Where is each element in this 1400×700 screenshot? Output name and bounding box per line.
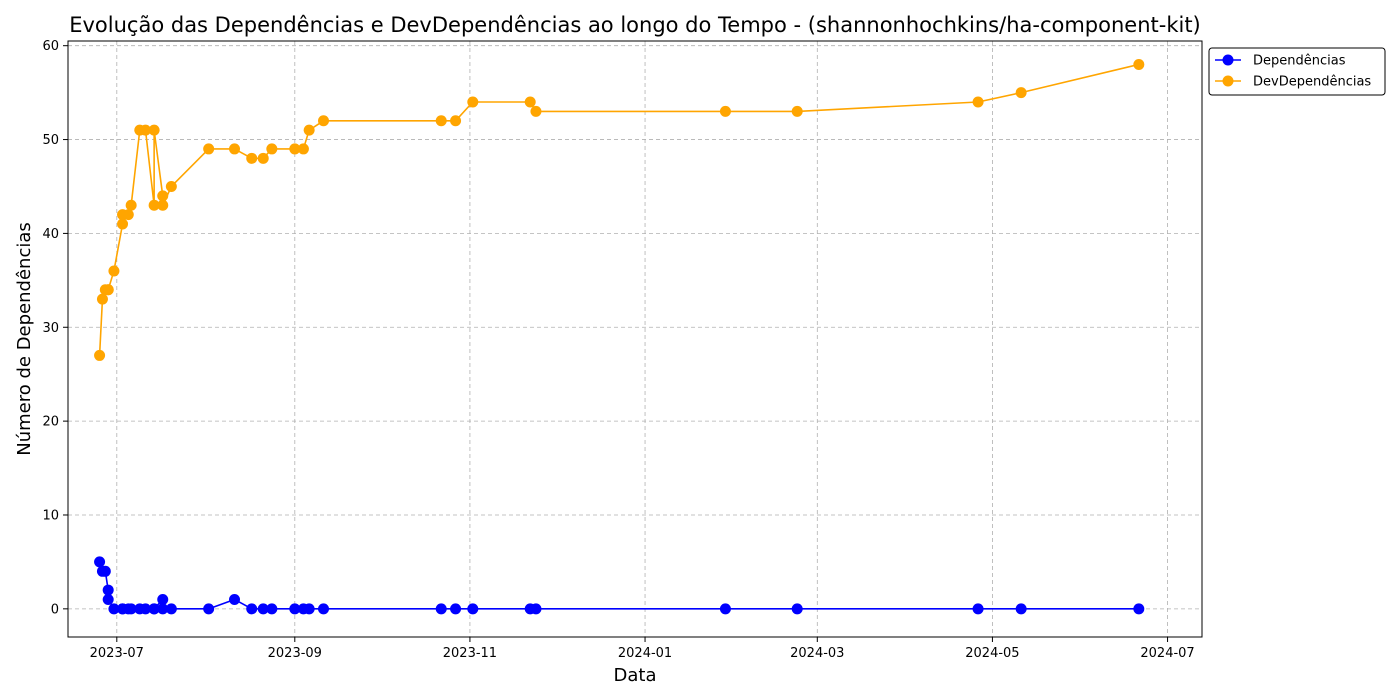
series-1-point [266,603,278,615]
series-1-point [246,603,258,615]
series-line-2 [98,63,1140,356]
grid-lines [68,41,1202,637]
series-1-point [289,603,301,615]
legend-label-1: Dependências [1253,54,1346,69]
series-2-point [972,96,984,108]
series-2-point [157,199,169,211]
series-1-point [1015,603,1027,615]
series-1-point [102,593,114,605]
series-1-point [1133,603,1145,615]
series-2-point [289,143,301,155]
series-1-point [102,584,114,596]
series-1-point [140,603,152,615]
x-tick-label: 2024-01 [618,646,672,661]
x-tick-label: 2024-03 [790,646,844,661]
series-1-point [165,603,177,615]
series-2-point [257,152,269,164]
legend-marker-2 [1222,75,1234,87]
y-tick-label: 60 [42,39,59,54]
plot-frame [67,40,1203,638]
series-1-point [148,603,160,615]
x-tick-label: 2023-09 [268,646,322,661]
series-2-point [148,199,160,211]
y-tick-label: 10 [42,508,59,523]
y-tick-label: 40 [42,227,59,242]
series-1-point [157,593,169,605]
series-1-point [467,603,479,615]
legend-box [1208,47,1386,96]
series-2-point [450,115,462,127]
y-tick-label: 20 [42,415,59,430]
series-2-point [229,143,241,155]
series-1-point [108,603,120,615]
series-2-point [435,115,447,127]
series-2-point [719,105,731,117]
series-2-point [524,96,536,108]
chart-title: Evolução das Dependências e DevDependênc… [69,13,1201,37]
series-1-point [450,603,462,615]
series-1-point [719,603,731,615]
series-2-point [791,105,803,117]
series-2-point [117,218,129,230]
series-2-point [467,96,479,108]
y-tick-label: 30 [42,321,59,336]
series-1-point [99,565,111,577]
series-line-1 [98,561,1139,610]
series-1-point [125,603,137,615]
series-1-point [203,603,215,615]
y-axis-label: Número de Dependências [14,222,35,456]
series-2-point [1133,58,1145,70]
y-tick-label: 0 [51,602,59,617]
series-2-point [122,209,134,221]
series-1-point [229,593,241,605]
x-tick-label: 2024-07 [1140,646,1194,661]
series-1-point [791,603,803,615]
series-2-point [157,190,169,202]
x-axis-ticks: 2023-07 2023-09 2023-11 2024-01 2024-03 2024-… [90,637,1195,661]
series-2-point [102,284,114,296]
series-1-point [530,603,542,615]
series-2-point [203,143,215,155]
series-2-point [94,349,106,361]
series-2-point [96,293,108,305]
series-2-point [165,180,177,192]
legend-marker-1 [1222,54,1234,66]
series-1-point [257,603,269,615]
series-2-point [318,115,330,127]
series-1-point [972,603,984,615]
y-tick-label: 50 [42,133,59,148]
series-1-point [435,603,447,615]
series-1-point [94,556,106,568]
series-1-point [318,603,330,615]
x-tick-label: 2023-07 [90,646,144,661]
x-axis-label: Data [614,665,657,686]
y-axis-ticks: 0 10 20 30 40 50 60 [42,39,68,617]
series-2-point [1015,87,1027,99]
x-tick-label: 2023-11 [443,646,497,661]
series-lines [98,63,1140,610]
series-2-point [303,124,315,136]
series-2-point [246,152,258,164]
series-points [94,58,1145,615]
legend-label-2: DevDependências [1253,75,1371,90]
series-2-point [140,124,152,136]
series-2-point [297,143,309,155]
series-2-point [125,199,137,211]
series-2-point [148,124,160,136]
series-2-point [266,143,278,155]
x-tick-label: 2024-05 [965,646,1019,661]
series-2-point [108,265,120,277]
series-1-point [157,603,169,615]
series-2-point [530,105,542,117]
series-1-point [303,603,315,615]
legend: Dependências DevDependências [1208,47,1386,96]
